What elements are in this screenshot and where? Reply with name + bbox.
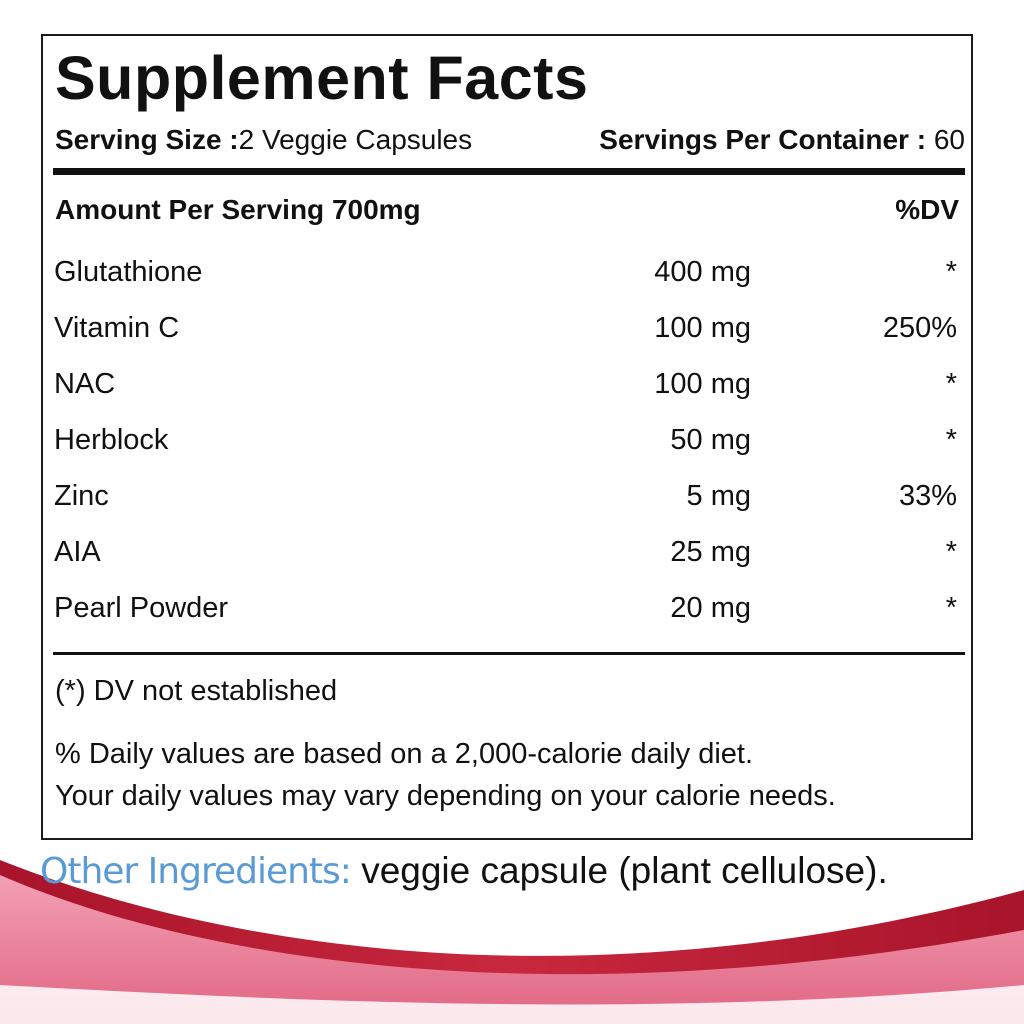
serving-size-label: Serving Size :	[55, 124, 239, 155]
ingredient-row: AIA 25 mg *	[43, 532, 971, 572]
amount-per-serving-header: Amount Per Serving 700mg	[55, 194, 421, 225]
serving-size-value: 2 Veggie Capsules	[238, 124, 473, 155]
serving-size: Serving Size :2 Veggie Capsules	[55, 123, 472, 157]
ingredient-name: AIA	[54, 536, 101, 568]
daily-value-header: %DV	[895, 194, 959, 225]
ingredient-row: Vitamin C 100 mg 250%	[43, 308, 971, 348]
ingredient-amount: 100 mg	[654, 312, 751, 344]
disclaimer-line-1: % Daily values are based on a 2,000-calo…	[55, 738, 754, 770]
ingredient-row: Pearl Powder 20 mg *	[43, 588, 971, 628]
other-ingredients: Other Ingredients: veggie capsule (plant…	[40, 848, 888, 895]
ingredient-amount: 50 mg	[670, 424, 751, 456]
ingredient-dv: 250%	[882, 312, 957, 344]
ingredient-name: Zinc	[54, 480, 109, 512]
ingredient-amount: 20 mg	[670, 592, 751, 624]
thick-divider	[53, 168, 965, 175]
panel-title: Supplement Facts	[55, 44, 589, 112]
other-ingredients-value: veggie capsule (plant cellulose).	[350, 850, 888, 891]
ingredient-amount: 400 mg	[654, 256, 751, 288]
ingredient-amount: 25 mg	[670, 536, 751, 568]
ingredient-row: NAC 100 mg *	[43, 364, 971, 404]
ingredient-name: Herblock	[54, 424, 169, 456]
ingredient-name: Glutathione	[54, 256, 203, 288]
ingredient-dv: *	[945, 424, 957, 456]
other-ingredients-label: Other Ingredients:	[40, 851, 352, 892]
disclaimer-line-2: Your daily values may vary depending on …	[55, 780, 836, 812]
ingredient-name: Vitamin C	[54, 312, 180, 344]
ingredient-row: Herblock 50 mg *	[43, 420, 971, 460]
ingredient-name: NAC	[54, 368, 116, 400]
ingredient-dv: *	[945, 592, 957, 624]
daily-value-disclaimer: % Daily values are based on a 2,000-calo…	[55, 733, 836, 817]
ingredient-row: Glutathione 400 mg *	[43, 252, 971, 292]
ingredient-dv: *	[945, 256, 957, 288]
ingredient-amount: 5 mg	[686, 480, 751, 512]
servings-per-container-value: 60	[933, 124, 965, 155]
thin-divider	[53, 652, 965, 655]
ingredient-row: Zinc 5 mg 33%	[43, 476, 971, 516]
ingredient-dv: *	[945, 536, 957, 568]
ingredient-dv: *	[945, 368, 957, 400]
dv-footnote: (*) DV not established	[55, 675, 338, 707]
ingredient-name: Pearl Powder	[54, 592, 229, 624]
servings-per-container: Servings Per Container : 60	[599, 123, 965, 157]
ingredient-dv: 33%	[898, 480, 957, 512]
supplement-facts-panel: Supplement Facts Serving Size :2 Veggie …	[41, 34, 973, 840]
servings-per-container-label: Servings Per Container :	[599, 124, 927, 155]
ingredient-amount: 100 mg	[654, 368, 751, 400]
